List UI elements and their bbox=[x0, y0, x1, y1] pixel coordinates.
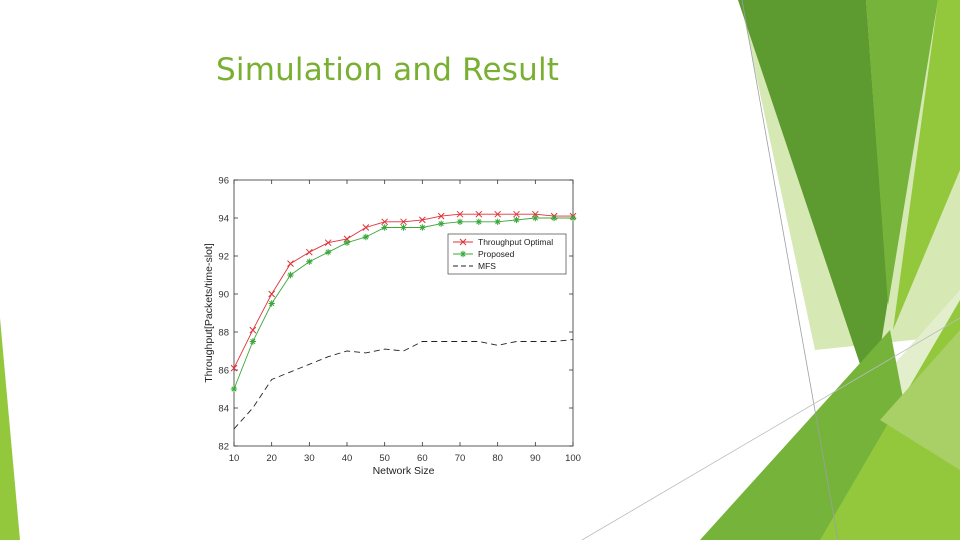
point-proposed bbox=[400, 224, 407, 231]
series-line-mfs bbox=[233, 339, 574, 430]
point-proposed bbox=[287, 271, 294, 279]
legend-label: Throughput Optimal bbox=[478, 237, 553, 247]
slide-title: Simulation and Result bbox=[216, 52, 560, 88]
x-tick-label: 10 bbox=[229, 453, 240, 464]
point-proposed bbox=[249, 338, 257, 345]
point-proposed bbox=[268, 300, 275, 307]
point-proposed bbox=[456, 218, 464, 225]
throughput-chart: 10 20 30 40 50 60 70 80 90 100 82 84 86 88 90 92 94 96 Net… bbox=[196, 168, 592, 480]
x-tick-label: 80 bbox=[492, 453, 503, 464]
point-proposed bbox=[230, 385, 238, 393]
y-tick-label: 84 bbox=[218, 404, 229, 415]
y-axis-label: Throughput[Packets/time-slot] bbox=[203, 243, 215, 383]
point-optimal bbox=[362, 224, 370, 231]
point-optimal bbox=[287, 260, 294, 267]
y-tick-label: 92 bbox=[218, 252, 229, 263]
point-proposed bbox=[475, 218, 483, 225]
chart-background bbox=[196, 168, 592, 480]
point-proposed bbox=[532, 214, 539, 222]
point-optimal bbox=[268, 290, 276, 298]
plot-frame bbox=[233, 179, 574, 447]
point-optimal bbox=[494, 210, 502, 218]
thin-line-1 bbox=[741, 0, 839, 540]
point-proposed bbox=[324, 249, 332, 256]
mid-green-facet bbox=[866, 0, 938, 305]
point-proposed bbox=[513, 216, 520, 224]
right-mid-facet bbox=[880, 330, 960, 470]
point-optimal bbox=[400, 218, 407, 226]
point-optimal bbox=[324, 239, 332, 247]
left-edge-accent bbox=[0, 318, 20, 540]
point-proposed bbox=[381, 224, 388, 231]
point-proposed bbox=[343, 239, 351, 246]
point-proposed bbox=[494, 218, 501, 225]
x-tick-label: 70 bbox=[455, 453, 466, 464]
point-optimal bbox=[418, 216, 426, 224]
x-tick-label: 20 bbox=[266, 453, 277, 464]
point-proposed bbox=[569, 214, 577, 222]
point-optimal bbox=[381, 218, 389, 226]
point-proposed bbox=[306, 258, 313, 265]
point-optimal bbox=[513, 210, 520, 218]
x-tick-label: 30 bbox=[304, 453, 315, 464]
point-optimal bbox=[437, 212, 445, 220]
y-tick-label: 88 bbox=[218, 328, 229, 339]
point-proposed bbox=[419, 224, 426, 231]
y-tick-label: 96 bbox=[218, 176, 229, 187]
x-axis-label: Network Size bbox=[373, 465, 435, 477]
thin-line-2 bbox=[581, 317, 960, 540]
y-tick-label: 82 bbox=[218, 442, 229, 453]
legend-label: MFS bbox=[478, 261, 496, 271]
y-tick-label: 86 bbox=[218, 366, 229, 377]
point-proposed bbox=[459, 250, 467, 258]
dark-green-facet bbox=[738, 0, 888, 400]
legend-label: Proposed bbox=[478, 249, 515, 259]
x-tick-label: 50 bbox=[379, 453, 390, 464]
point-proposed bbox=[362, 233, 370, 241]
x-tick-label: 40 bbox=[342, 453, 353, 464]
y-tick-label: 90 bbox=[218, 290, 229, 301]
x-tick-label: 100 bbox=[565, 453, 581, 464]
point-optimal bbox=[475, 210, 483, 218]
light-green-facet bbox=[893, 0, 960, 330]
point-optimal bbox=[456, 210, 464, 218]
point-optimal bbox=[459, 238, 467, 246]
x-tick-label: 60 bbox=[417, 453, 428, 464]
point-optimal bbox=[249, 326, 257, 334]
point-proposed bbox=[550, 214, 558, 222]
y-tick-label: 94 bbox=[218, 214, 229, 225]
point-proposed bbox=[437, 220, 445, 227]
x-tick-label: 90 bbox=[530, 453, 541, 464]
point-optimal bbox=[230, 364, 238, 372]
point-optimal bbox=[305, 248, 313, 256]
